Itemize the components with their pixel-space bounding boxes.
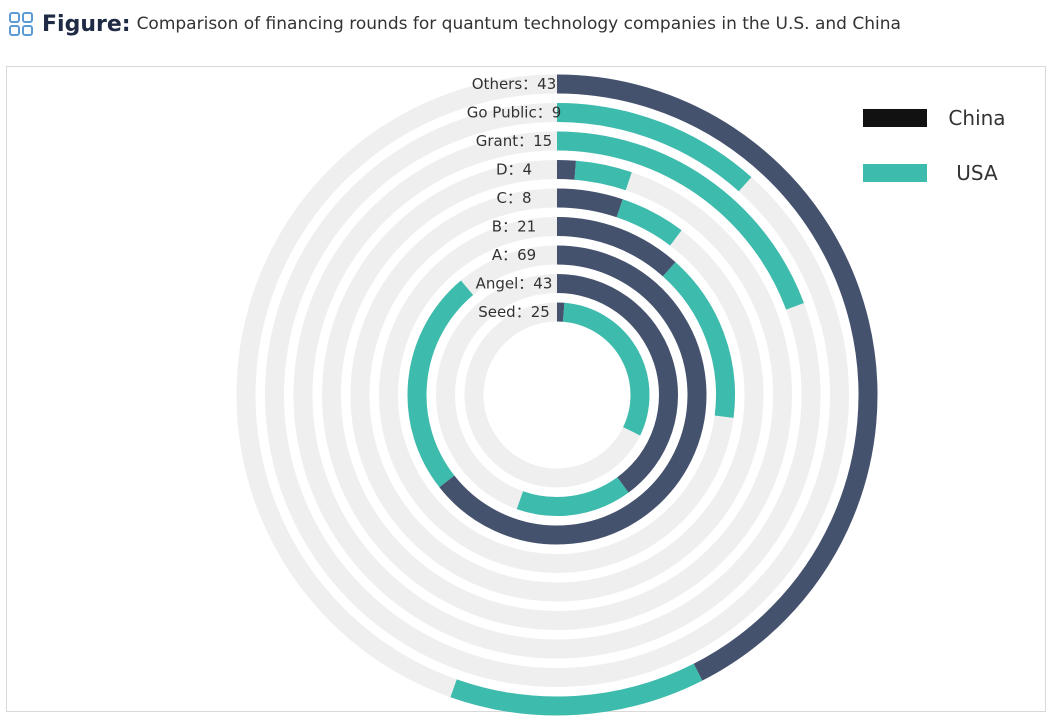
bar-usa-go-public[interactable] <box>556 103 752 192</box>
bar-usa-d[interactable] <box>574 160 632 191</box>
bar-usa-c[interactable] <box>616 199 682 246</box>
bar-usa-others[interactable] <box>450 663 703 716</box>
legend-swatch-usa[interactable] <box>863 164 927 182</box>
ring-label-a: A：69 <box>492 246 536 264</box>
bar-china-b[interactable] <box>556 217 676 277</box>
ring-label-b: B：21 <box>492 218 536 236</box>
bar-usa-b[interactable] <box>662 262 735 418</box>
ring-label-grant: Grant：15 <box>476 132 552 150</box>
ring-label-go-public: Go Public：9 <box>467 104 562 122</box>
bar-china-d[interactable] <box>556 160 576 180</box>
figure-title: Comparison of financing rounds for quant… <box>136 14 901 34</box>
bar-usa-a[interactable] <box>407 280 474 488</box>
figure-label: Figure: <box>42 11 131 37</box>
bar-usa-seed[interactable] <box>562 302 650 436</box>
ring-label-d: D：4 <box>496 161 532 179</box>
ring-label-angel: Angel：43 <box>476 275 553 293</box>
ring-label-c: C：8 <box>496 189 531 207</box>
bar-china-a[interactable] <box>439 245 707 545</box>
bar-usa-grant[interactable] <box>556 131 804 310</box>
legend-swatch-china[interactable] <box>863 109 927 127</box>
bar-china-c[interactable] <box>556 188 623 218</box>
grid-icon <box>9 12 33 36</box>
figure-header: Figure: Comparison of financing rounds f… <box>8 6 901 42</box>
legend-label-china[interactable]: China <box>948 106 1005 130</box>
bar-china-angel[interactable] <box>556 274 678 493</box>
bar-china-others[interactable] <box>556 74 878 681</box>
bar-usa-angel[interactable] <box>516 477 629 516</box>
ring-track-d <box>322 160 792 630</box>
ring-label-others: Others：43 <box>472 75 557 93</box>
ring-label-seed: Seed：25 <box>478 303 550 321</box>
legend-label-usa[interactable]: USA <box>956 161 998 185</box>
